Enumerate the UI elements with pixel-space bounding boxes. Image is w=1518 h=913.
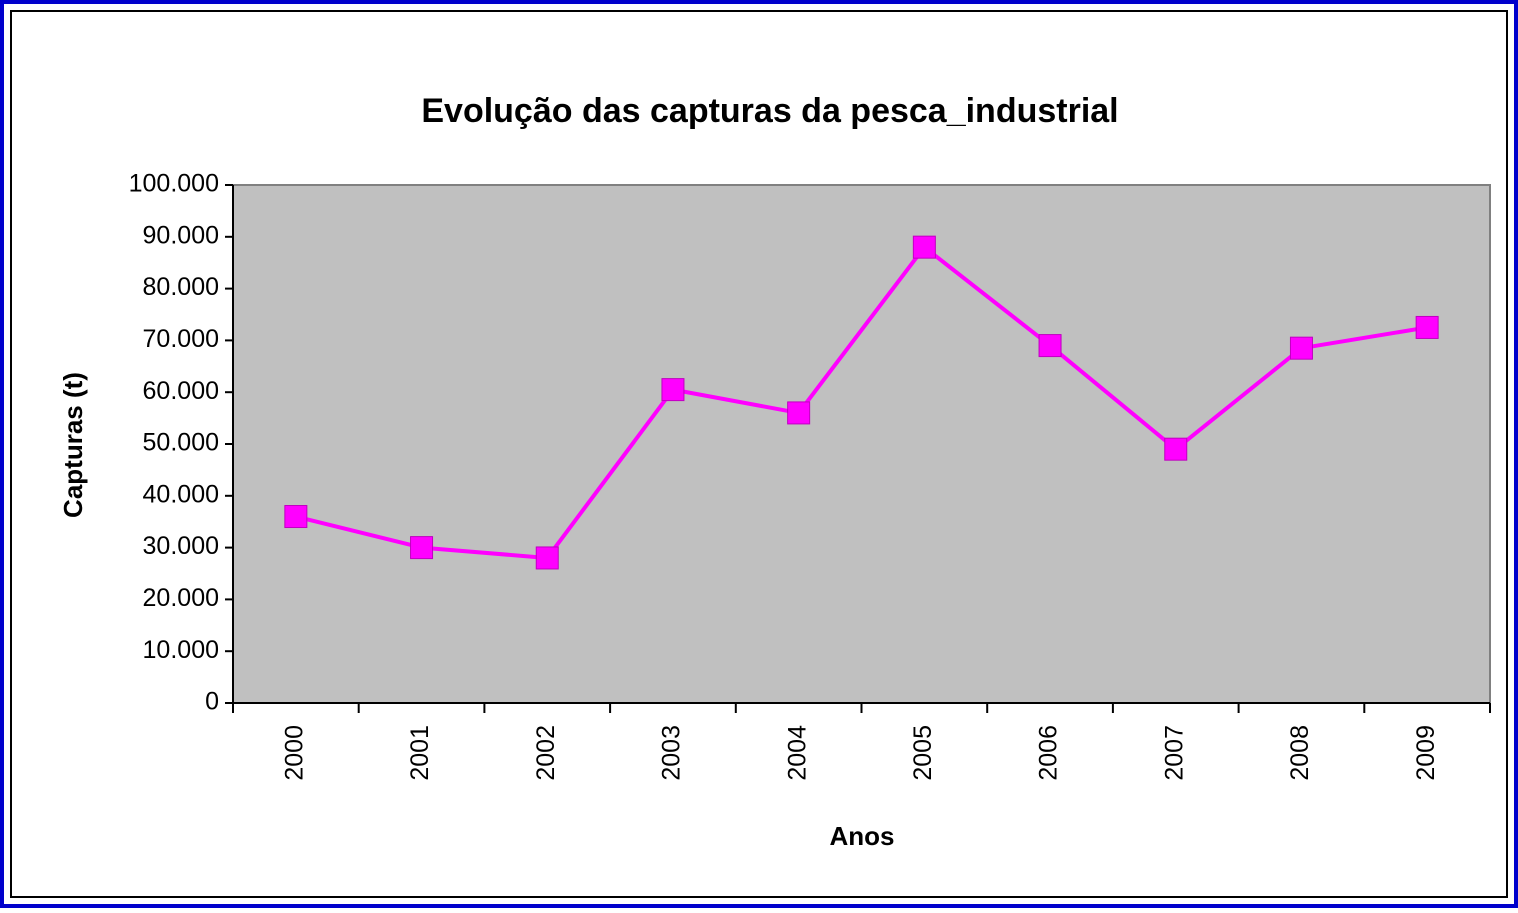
marker xyxy=(535,546,559,570)
y-tick-label: 10.000 xyxy=(143,636,219,664)
y-tick-label: 40.000 xyxy=(143,480,219,508)
chart-title: Evolução das capturas da pesca_industria… xyxy=(421,92,1118,130)
y-tick-label: 50.000 xyxy=(143,429,219,457)
x-axis-label: Anos xyxy=(830,821,895,851)
x-tick-label: 2006 xyxy=(1035,725,1063,781)
marker xyxy=(284,505,308,529)
x-tick-label: 2001 xyxy=(406,725,434,781)
x-tick-label: 2004 xyxy=(783,725,811,781)
y-tick-label: 60.000 xyxy=(143,377,219,405)
y-tick-label: 100.000 xyxy=(129,170,219,198)
y-tick-label: 20.000 xyxy=(143,584,219,612)
y-tick-label: 80.000 xyxy=(143,273,219,301)
x-tick-label: 2000 xyxy=(280,725,308,781)
y-tick-label: 30.000 xyxy=(143,532,219,560)
marker xyxy=(1415,315,1439,339)
marker xyxy=(661,378,685,402)
y-axis-label: Capturas (t) xyxy=(58,372,88,518)
marker xyxy=(1164,437,1188,461)
series-line xyxy=(295,245,1428,560)
x-tick-label: 2005 xyxy=(909,725,937,781)
marker xyxy=(1289,336,1313,360)
y-tick-label: 70.000 xyxy=(143,325,219,353)
y-tick-label: 0 xyxy=(205,688,219,716)
marker xyxy=(912,235,936,259)
x-tick-label: 2002 xyxy=(532,725,560,781)
y-tick-label: 90.000 xyxy=(143,221,219,249)
plot-area xyxy=(232,184,1491,704)
x-tick-label: 2008 xyxy=(1286,725,1314,781)
x-tick-label: 2007 xyxy=(1160,725,1188,781)
x-tick-label: 2003 xyxy=(658,725,686,781)
marker xyxy=(410,536,434,560)
x-tick-label: 2009 xyxy=(1412,725,1440,781)
marker xyxy=(1038,334,1062,358)
marker xyxy=(787,401,811,425)
